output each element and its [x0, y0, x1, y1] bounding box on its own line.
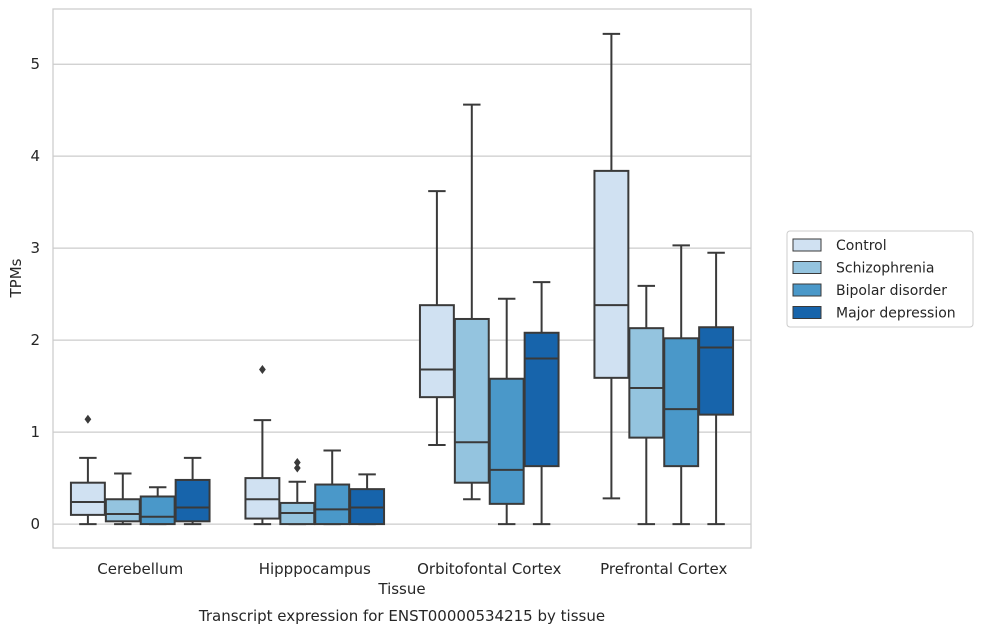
legend-label: Bipolar disorder [836, 283, 947, 299]
y-tick-label: 3 [30, 239, 40, 257]
box-control-3 [593, 32, 630, 500]
boxes [69, 32, 735, 526]
outlier-point [293, 457, 301, 467]
box-iqr [698, 326, 735, 416]
y-tick-label: 2 [30, 331, 40, 349]
legend-swatch [792, 306, 822, 319]
x-tick-label: Prefrontal Cortex [600, 560, 727, 578]
plot-area [53, 9, 751, 548]
box-bipolar-disorder-3 [663, 244, 700, 526]
box-iqr [453, 317, 490, 484]
box-iqr [523, 331, 560, 468]
legend-label: Major depression [836, 306, 956, 322]
plot-frame [52, 8, 752, 549]
x-tick-label: Hipppocampus [259, 560, 371, 578]
legend-label: Control [836, 238, 887, 254]
box-schizophrenia-2 [453, 103, 490, 501]
legend-label: Schizophrenia [836, 261, 934, 277]
outlier-point [84, 414, 92, 424]
box-iqr [593, 169, 630, 379]
box-iqr [69, 481, 106, 516]
x-tick-label: Cerebellum [97, 560, 183, 578]
box-iqr [418, 304, 455, 399]
box-major-depression-0 [174, 456, 211, 526]
x-tick-labels: Cerebellum Hipppocampus Orbitofontal Corte… [97, 560, 727, 578]
box-schizophrenia-0 [104, 472, 141, 526]
box-iqr [628, 327, 665, 439]
legend-swatch [792, 283, 822, 297]
box-control-1 [244, 365, 281, 526]
y-tick-labels: 0 1 2 3 4 5 [30, 55, 40, 533]
box-iqr [314, 483, 351, 526]
outlier-point [259, 365, 266, 375]
box-bipolar-disorder-1 [314, 449, 351, 526]
box-iqr [663, 337, 700, 468]
legend-swatch [792, 261, 822, 274]
box-iqr [174, 478, 211, 523]
x-tick-label: Orbitofontal Cortex [417, 560, 561, 578]
box-schizophrenia-1 [279, 457, 316, 526]
chart-caption: Transcript expression for ENST0000053421… [198, 607, 605, 625]
box-iqr [104, 498, 141, 523]
legend-frame [786, 230, 974, 328]
x-axis-label: Tissue [377, 580, 425, 598]
box-schizophrenia-3 [628, 284, 665, 526]
y-tick-label: 4 [30, 147, 40, 165]
legend-swatch [792, 238, 822, 252]
y-tick-label: 1 [30, 423, 40, 441]
box-major-depression-3 [698, 251, 735, 526]
y-tick-label: 0 [30, 515, 40, 533]
outlier-point [293, 463, 301, 473]
y-axis-label: TPMs [7, 258, 25, 298]
box-major-depression-1 [349, 473, 386, 526]
y-tick-label: 5 [30, 55, 40, 73]
box-control-2 [418, 190, 455, 446]
box-bipolar-disorder-2 [488, 297, 525, 526]
legend: Control Schizophrenia Bipolar disorder Majo… [786, 230, 974, 328]
box-bipolar-disorder-0 [139, 486, 176, 526]
box-iqr [488, 377, 525, 505]
box-iqr [139, 495, 176, 526]
box-major-depression-2 [523, 281, 560, 526]
box-control-0 [69, 414, 106, 526]
